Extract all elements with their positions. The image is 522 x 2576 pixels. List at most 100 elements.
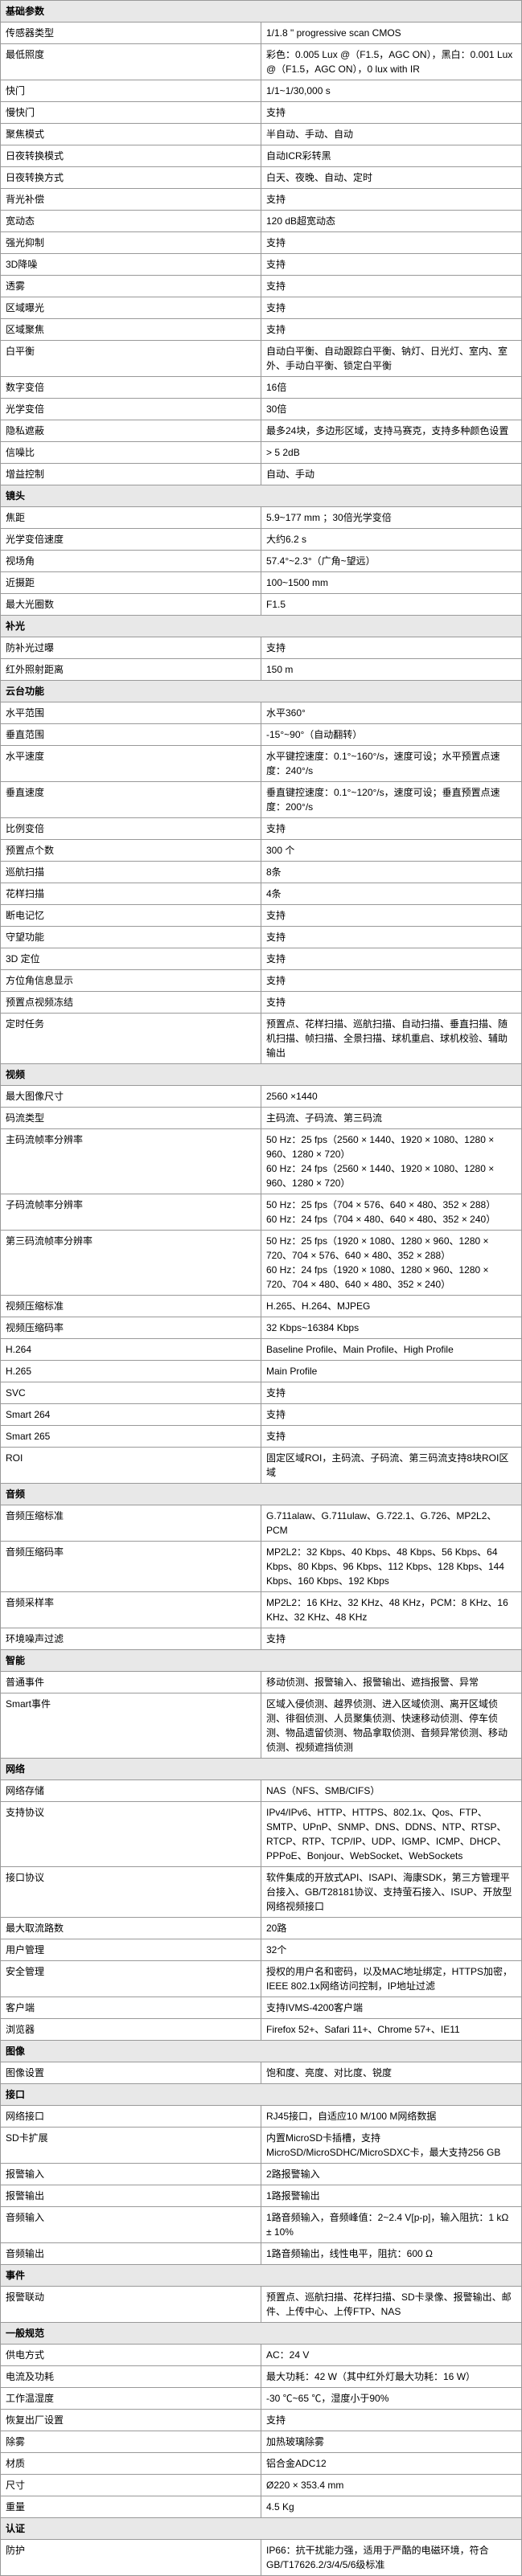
spec-label: Smart 264 [1, 1404, 261, 1426]
spec-table: 基础参数传感器类型1/1.8 " progressive scan CMOS最低… [0, 0, 522, 2576]
spec-value: 16倍 [261, 377, 522, 399]
spec-value: 32 Kbps~16384 Kbps [261, 1317, 522, 1339]
spec-label: 水平速度 [1, 746, 261, 782]
spec-label: 供电方式 [1, 2345, 261, 2366]
spec-label: Smart 265 [1, 1426, 261, 1448]
spec-label: 隐私遮蔽 [1, 420, 261, 442]
spec-label: Smart事件 [1, 1693, 261, 1759]
spec-value: 饱和度、亮度、对比度、锐度 [261, 2062, 522, 2084]
spec-value: 半自动、手动、自动 [261, 124, 522, 145]
spec-value: IPv4/IPv6、HTTP、HTTPS、802.1x、Qos、FTP、SMTP… [261, 1802, 522, 1867]
spec-label: 报警输入 [1, 2164, 261, 2185]
spec-label: 增益控制 [1, 464, 261, 485]
spec-value: 2560 ×1440 [261, 1086, 522, 1108]
section-header: 音频 [1, 1484, 522, 1505]
section-header: 云台功能 [1, 681, 522, 702]
spec-label: 光学变倍速度 [1, 529, 261, 551]
spec-value: 预置点、花样扫描、巡航扫描、自动扫描、垂直扫描、随机扫描、帧扫描、全景扫描、球机… [261, 1014, 522, 1064]
spec-value: 支持 [261, 905, 522, 927]
section-header: 补光 [1, 616, 522, 637]
spec-label: 垂直范围 [1, 724, 261, 746]
spec-label: 红外照射距离 [1, 659, 261, 681]
spec-label: 聚焦模式 [1, 124, 261, 145]
spec-label: 接口协议 [1, 1867, 261, 1918]
spec-label: 快门 [1, 80, 261, 102]
spec-value: 1/1~1/30,000 s [261, 80, 522, 102]
spec-value: MP2L2：32 Kbps、40 Kbps、48 Kbps、56 Kbps、64… [261, 1542, 522, 1592]
spec-label: 尺寸 [1, 2475, 261, 2496]
spec-label: 守望功能 [1, 927, 261, 948]
spec-value: 100~1500 mm [261, 572, 522, 594]
spec-value: H.265、H.264、MJPEG [261, 1296, 522, 1317]
spec-value: 支持 [261, 992, 522, 1014]
spec-value: 支持 [261, 970, 522, 992]
spec-value: Baseline Profile、Main Profile、High Profi… [261, 1339, 522, 1361]
spec-label: 第三码流帧率分辨率 [1, 1231, 261, 1296]
spec-value: 支持 [261, 1628, 522, 1650]
spec-label: 电流及功耗 [1, 2366, 261, 2388]
spec-label: 最低照度 [1, 44, 261, 80]
spec-label: 花样扫描 [1, 883, 261, 905]
spec-label: 预置点个数 [1, 840, 261, 862]
spec-value: 支持 [261, 297, 522, 319]
spec-value: 最多24块，多边形区域，支持马赛克，支持多种颜色设置 [261, 420, 522, 442]
spec-value: 支持 [261, 232, 522, 254]
spec-label: 音频采样率 [1, 1592, 261, 1628]
spec-label: 工作温湿度 [1, 2388, 261, 2410]
spec-value: 授权的用户名和密码，以及MAC地址绑定，HTTPS加密，IEEE 802.1x网… [261, 1961, 522, 1997]
spec-value: 1路报警输出 [261, 2185, 522, 2207]
spec-value: 支持 [261, 1426, 522, 1448]
spec-label: 子码流帧率分辨率 [1, 1194, 261, 1231]
spec-label: 水平范围 [1, 702, 261, 724]
spec-value: 支持IVMS-4200客户端 [261, 1997, 522, 2019]
spec-label: 最大取流路数 [1, 1918, 261, 1939]
spec-label: 强光抑制 [1, 232, 261, 254]
spec-value: 57.4°~2.3°（广角~望远） [261, 551, 522, 572]
section-header: 图像 [1, 2041, 522, 2062]
spec-value: 50 Hz：25 fps（1920 × 1080、1280 × 960、1280… [261, 1231, 522, 1296]
spec-label: 客户端 [1, 1997, 261, 2019]
spec-label: 巡航扫描 [1, 862, 261, 883]
spec-value: 30倍 [261, 399, 522, 420]
spec-value: 150 m [261, 659, 522, 681]
spec-value: 铝合金ADC12 [261, 2453, 522, 2475]
spec-label: 背光补偿 [1, 189, 261, 211]
spec-value: 自动ICR彩转黑 [261, 145, 522, 167]
spec-label: 最大图像尺寸 [1, 1086, 261, 1108]
spec-label: 普通事件 [1, 1672, 261, 1693]
spec-label: 宽动态 [1, 211, 261, 232]
spec-label: 预置点视频冻结 [1, 992, 261, 1014]
section-header: 事件 [1, 2265, 522, 2287]
spec-value: 1路音频输入，音频峰值：2~2.4 V[p-p]，输入阻抗：1 kΩ ± 10% [261, 2207, 522, 2243]
spec-value: 8条 [261, 862, 522, 883]
spec-value: 1路音频输出，线性电平，阻抗：600 Ω [261, 2243, 522, 2265]
spec-label: 网络接口 [1, 2106, 261, 2128]
spec-label: 音频压缩码率 [1, 1542, 261, 1592]
spec-value: -15°~90°（自动翻转） [261, 724, 522, 746]
spec-label: 焦距 [1, 507, 261, 529]
spec-value: 软件集成的开放式API、ISAPI、海康SDK，第三方管理平台接入、GB/T28… [261, 1867, 522, 1918]
spec-value: 支持 [261, 1382, 522, 1404]
spec-value: 支持 [261, 319, 522, 341]
spec-value: 加热玻璃除雾 [261, 2431, 522, 2453]
spec-value: -30 ℃~65 ℃，湿度小于90% [261, 2388, 522, 2410]
spec-value: Firefox 52+、Safari 11+、Chrome 57+、IE11 [261, 2019, 522, 2041]
spec-value: 支持 [261, 927, 522, 948]
spec-value: MP2L2：16 KHz、32 KHz、48 KHz，PCM：8 KHz、16 … [261, 1592, 522, 1628]
spec-value: 支持 [261, 254, 522, 276]
spec-label: 近摄距 [1, 572, 261, 594]
spec-label: H.264 [1, 1339, 261, 1361]
spec-label: 垂直速度 [1, 782, 261, 818]
spec-label: 3D降噪 [1, 254, 261, 276]
spec-label: 报警联动 [1, 2287, 261, 2323]
spec-label: 防护 [1, 2540, 261, 2576]
spec-label: 慢快门 [1, 102, 261, 124]
spec-value: 固定区域ROI，主码流、子码流、第三码流支持8块ROI区域 [261, 1448, 522, 1484]
spec-value: IP66：抗干扰能力强，适用于严酷的电磁环境，符合GB/T17626.2/3/4… [261, 2540, 522, 2576]
spec-label: 支持协议 [1, 1802, 261, 1867]
spec-value: 4条 [261, 883, 522, 905]
spec-value: 最大功耗：42 W（其中红外灯最大功耗：16 W） [261, 2366, 522, 2388]
spec-label: 数字变倍 [1, 377, 261, 399]
spec-label: 音频输入 [1, 2207, 261, 2243]
spec-value: 20路 [261, 1918, 522, 1939]
